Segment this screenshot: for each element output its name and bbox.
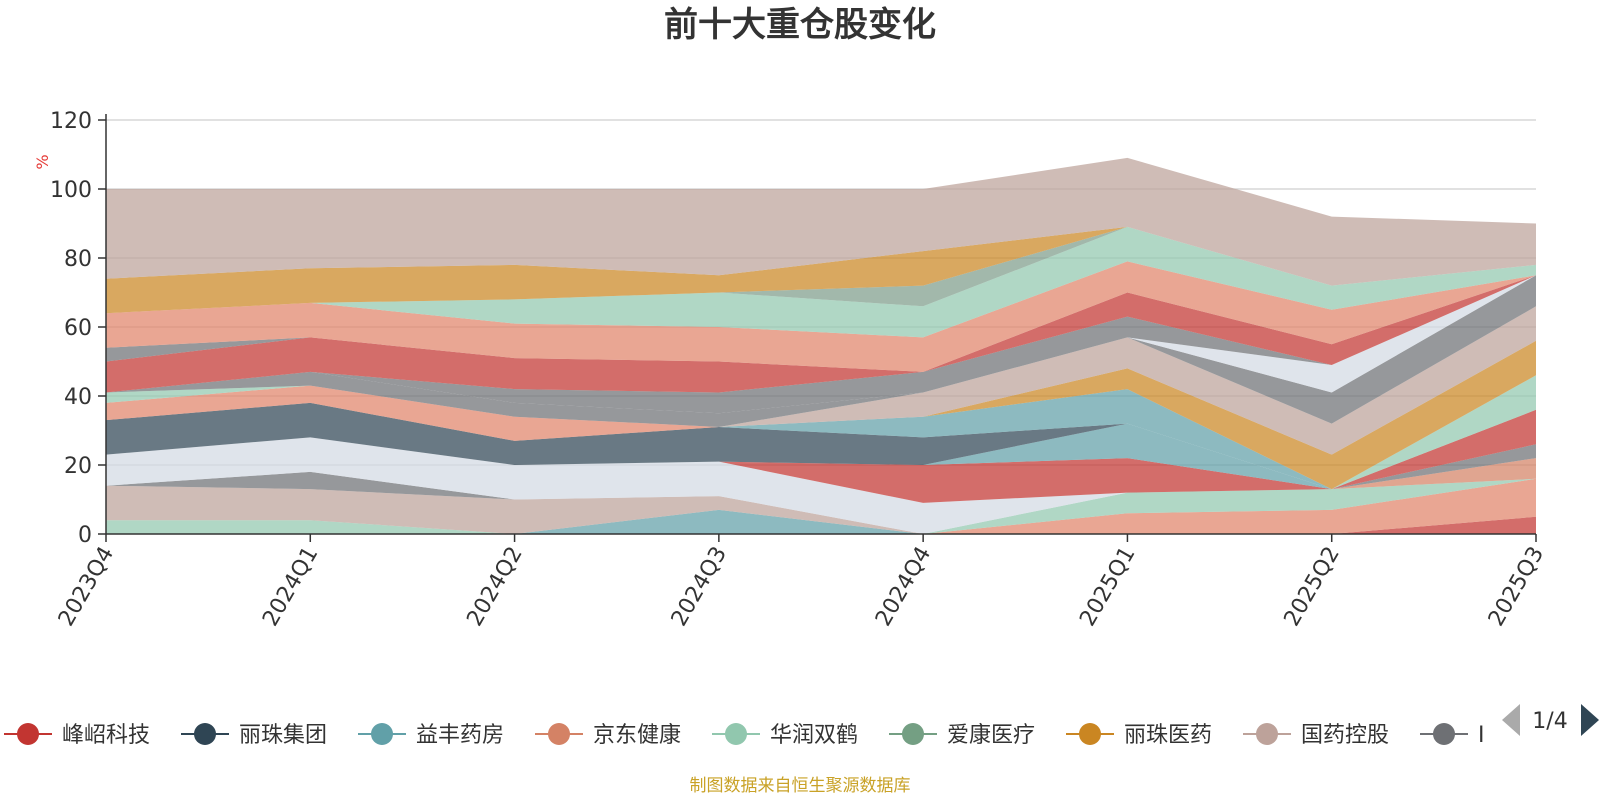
area-series-26[interactable] (106, 226, 1536, 338)
area-series-9[interactable] (106, 437, 1536, 534)
x-tick-label: 2023Q4 (54, 543, 119, 631)
legend-item[interactable]: 丽珠集团 (181, 723, 327, 748)
area-series-0[interactable] (106, 516, 1536, 534)
y-axis-unit-label: % (33, 154, 52, 169)
legend-label: 华润双鹤 (770, 723, 858, 748)
legend-label: 益丰药房 (416, 723, 504, 748)
area-series-8[interactable] (106, 444, 1536, 534)
legend-item[interactable]: 爱康医疗 (889, 723, 1035, 748)
legend-item[interactable]: I (1420, 723, 1485, 748)
area-series-3[interactable] (106, 478, 1536, 534)
legend-label: I (1478, 723, 1485, 748)
legend-next-page-icon[interactable] (1581, 704, 1599, 736)
legend-label: 峰岹科技 (62, 723, 150, 748)
y-tick-label: 100 (50, 178, 92, 203)
area-series-25[interactable] (106, 261, 1536, 372)
legend[interactable]: 峰岹科技 丽珠集团 益丰药房 京东健康 华润双鹤 爱康医疗 丽珠医药 国药控股 I (4, 723, 1485, 748)
legend-circle-marker (548, 723, 570, 745)
legend-circle-marker (371, 723, 393, 745)
y-tick-label: 80 (64, 247, 92, 272)
legend-circle-marker (1433, 723, 1455, 745)
chart-title: 前十大重仓股变化 (664, 5, 936, 45)
y-tick-label: 40 (64, 385, 92, 410)
axes (105, 114, 1536, 535)
legend-pager[interactable]: 1/4 (1502, 704, 1599, 736)
legend-item[interactable]: 华润双鹤 (712, 723, 858, 748)
x-tick-label: 2024Q4 (871, 543, 936, 631)
legend-label: 国药控股 (1301, 723, 1389, 748)
legend-page-indicator: 1/4 (1532, 709, 1567, 734)
legend-circle-marker (17, 723, 39, 745)
x-tick-label: 2024Q2 (462, 543, 527, 631)
y-tick-label: 120 (50, 109, 92, 134)
y-tick-label: 20 (64, 454, 92, 479)
area-series-23[interactable] (106, 275, 1536, 393)
legend-circle-marker (1079, 723, 1101, 745)
legend-circle-marker (902, 723, 924, 745)
legend-item[interactable]: 益丰药房 (358, 723, 504, 748)
legend-prev-page-icon[interactable] (1502, 704, 1520, 736)
area-series-29[interactable] (106, 157, 1536, 286)
data-source-note: 制图数据来自恒生聚源数据库 (690, 776, 911, 796)
y-tick-label: 60 (64, 316, 92, 341)
legend-label: 丽珠集团 (239, 723, 327, 748)
area-series-2[interactable] (106, 478, 1536, 534)
x-tick-label: 2024Q1 (258, 543, 323, 631)
x-tick-label: 2024Q3 (667, 543, 732, 631)
legend-circle-marker (1256, 723, 1278, 745)
plot-area: 0 20 40 60 80 100 120 2023Q4 2024Q1 2024Q2 2024Q3… (50, 109, 1549, 631)
x-tick-label: 2025Q1 (1075, 543, 1140, 631)
legend-item[interactable]: 京东健康 (535, 723, 681, 748)
x-axis-ticks: 2023Q4 2024Q1 2024Q2 2024Q3 2024Q4 2025Q1 2025… (54, 534, 1549, 631)
x-tick-label: 2025Q2 (1280, 543, 1345, 631)
area-series-27[interactable] (106, 226, 1536, 314)
x-tick-label: 2025Q3 (1484, 543, 1549, 631)
area-series-group (106, 157, 1536, 534)
area-series-22[interactable] (106, 275, 1536, 414)
legend-label: 京东健康 (593, 723, 681, 748)
legend-circle-marker (725, 723, 747, 745)
area-series-1[interactable] (106, 478, 1536, 534)
y-axis-ticks: 0 20 40 60 80 100 120 (50, 109, 106, 548)
area-series-10[interactable] (106, 409, 1536, 503)
area-series-28[interactable] (106, 226, 1536, 314)
legend-item[interactable]: 丽珠医药 (1066, 723, 1212, 748)
legend-item[interactable]: 峰岹科技 (4, 723, 150, 748)
area-series-6[interactable] (106, 458, 1536, 534)
legend-label: 爱康医疗 (947, 723, 1035, 748)
y-tick-label: 0 (78, 523, 92, 548)
legend-circle-marker (194, 723, 216, 745)
area-series-13[interactable] (106, 375, 1536, 490)
legend-item[interactable]: 国药控股 (1243, 723, 1389, 748)
legend-label: 丽珠医药 (1124, 723, 1212, 748)
